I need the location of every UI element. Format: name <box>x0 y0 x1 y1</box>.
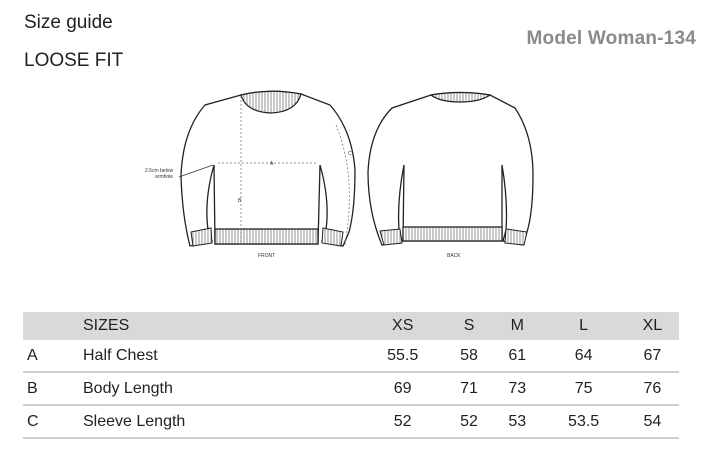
cell: 64 <box>574 346 593 364</box>
marker-c: C <box>348 151 352 157</box>
table-header-row: SIZES XS S M L XL <box>23 312 679 340</box>
header-size-xl: XL <box>642 317 663 334</box>
cell: 53 <box>508 412 527 430</box>
cell: 54 <box>643 412 662 430</box>
header-size-l: L <box>579 317 589 334</box>
cell: 58 <box>460 346 478 364</box>
cell: 76 <box>643 379 662 397</box>
size-table: SIZES XS S M L XL A Half Chest 55.5 58 6… <box>23 312 679 439</box>
fit-label: LOOSE FIT <box>24 50 124 71</box>
header-size-m: M <box>510 317 524 334</box>
cell: 53.5 <box>568 412 600 430</box>
page-title: Size guide <box>24 12 113 33</box>
cell: 55.5 <box>387 346 419 364</box>
garment-diagram: A B C 2.5cm below armhole FRONT BACK <box>145 90 534 259</box>
front-label: FRONT <box>258 253 275 259</box>
cell: 52 <box>393 412 412 430</box>
front-sweater <box>178 90 356 247</box>
back-sweater <box>367 91 534 246</box>
row-name: Body Length <box>83 379 173 397</box>
measure-note-2: armhole <box>155 174 173 180</box>
row-name: Sleeve Length <box>83 412 186 430</box>
marker-a: A <box>270 161 274 167</box>
header-sizes: SIZES <box>83 317 130 334</box>
measure-note: 2.5cm below <box>145 168 173 174</box>
header-code <box>23 312 83 340</box>
table-row: C Sleeve Length 52 52 53 53.5 54 <box>23 405 679 438</box>
cell: 67 <box>643 346 662 364</box>
table-row: B Body Length 69 71 73 75 76 <box>23 372 679 405</box>
table-row: A Half Chest 55.5 58 61 64 67 <box>23 340 679 372</box>
marker-b: B <box>238 198 242 204</box>
row-code: C <box>27 412 39 430</box>
cell: 61 <box>508 346 527 364</box>
header-size-s: S <box>463 317 475 334</box>
row-code: A <box>27 346 38 364</box>
model-label: Model Woman-134 <box>526 28 696 49</box>
cell: 69 <box>393 379 412 397</box>
back-label: BACK <box>447 253 461 259</box>
cell: 52 <box>460 412 478 430</box>
row-name: Half Chest <box>83 346 158 364</box>
cell: 73 <box>508 379 527 397</box>
cell: 71 <box>460 379 478 397</box>
cell: 75 <box>574 379 593 397</box>
row-code: B <box>27 379 38 397</box>
header-size-xs: XS <box>392 317 414 334</box>
